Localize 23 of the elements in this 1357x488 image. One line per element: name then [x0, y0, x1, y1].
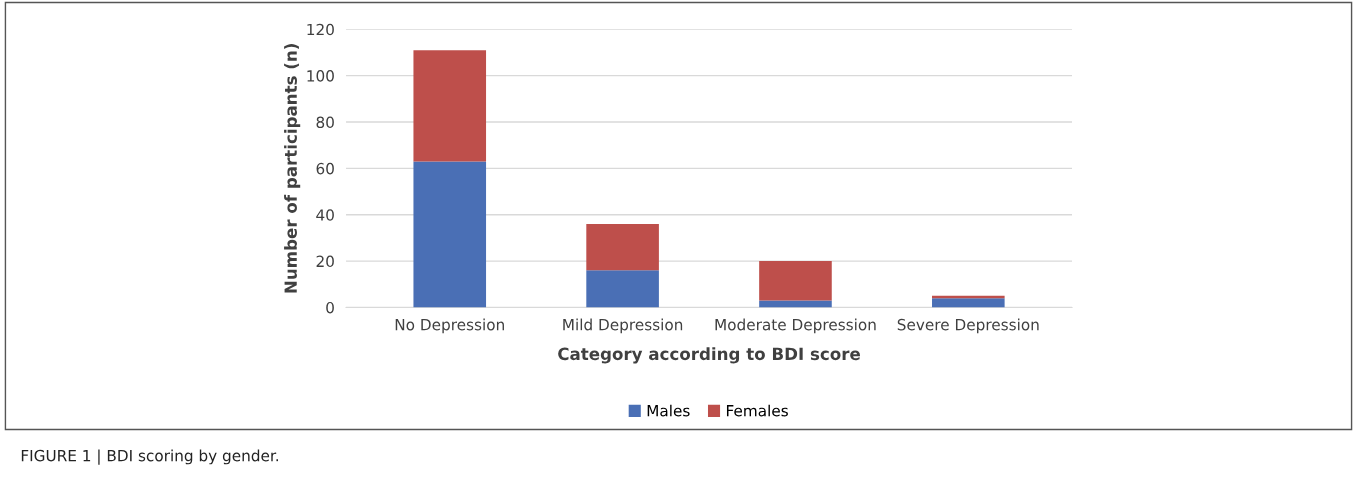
x-tick-label: Moderate Depression	[715, 318, 876, 334]
bar	[932, 298, 1005, 308]
y-tick-label: 100	[307, 70, 334, 82]
bar	[759, 261, 832, 301]
x-tick-label: Severe Depression	[897, 318, 1039, 334]
caption: FIGURE 1 | BDI scoring by gender.	[21, 449, 279, 465]
y-tick-label: 120	[307, 23, 334, 36]
legend-label: Males	[647, 404, 690, 417]
x-axis-title: Category according to BDI score	[558, 347, 860, 364]
y-axis-title: Number of participants (n)	[284, 44, 301, 293]
y-tick-label: 60	[316, 162, 334, 175]
bar	[586, 223, 659, 271]
y-tick-label: 40	[316, 209, 334, 221]
bar	[413, 161, 487, 308]
bar	[586, 270, 659, 308]
legend-label: Females	[726, 404, 788, 417]
bar	[759, 300, 832, 308]
y-tick-label: 0	[326, 301, 334, 314]
y-tick-label: 80	[316, 116, 334, 129]
y-tick-label: 20	[316, 255, 334, 268]
x-tick-label: Mild Depression	[563, 318, 683, 334]
x-tick-label: No Depression	[395, 318, 504, 334]
bar	[413, 50, 487, 162]
